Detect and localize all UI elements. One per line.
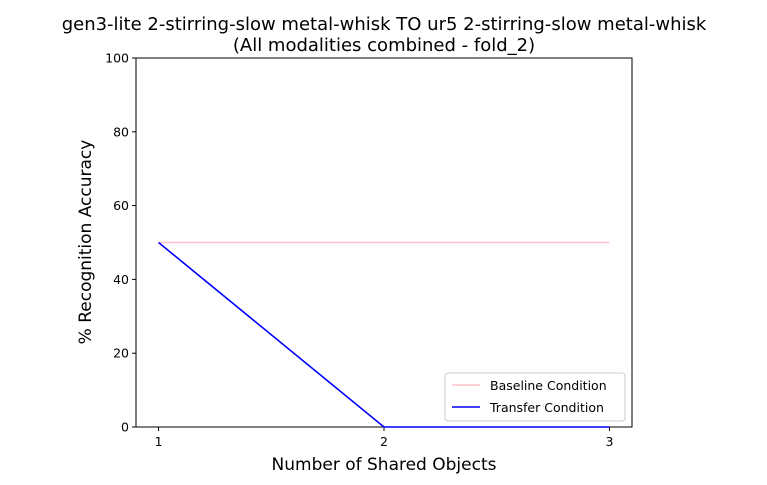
- x-tick-label: 1: [155, 434, 163, 449]
- y-tick-label: 80: [113, 124, 129, 139]
- x-axis-label: Number of Shared Objects: [272, 455, 497, 475]
- y-tick-label: 40: [113, 272, 129, 287]
- x-axis-ticks: 1 2 3: [155, 427, 613, 449]
- x-tick-label: 2: [380, 434, 388, 449]
- x-tick-label: 3: [605, 434, 613, 449]
- legend-label-baseline: Baseline Condition: [490, 378, 607, 393]
- y-tick-label: 20: [113, 346, 129, 361]
- legend-box: [444, 372, 626, 422]
- chart-subtitle: (All modalities combined - fold_2): [233, 35, 535, 56]
- legend-label-transfer: Transfer Condition: [489, 400, 604, 415]
- series-lines: [158, 241, 610, 428]
- chart-title: gen3-lite 2-stirring-slow metal-whisk TO…: [62, 14, 707, 35]
- y-tick-label: 100: [105, 51, 129, 66]
- legend: Baseline Condition Transfer Condition: [444, 372, 626, 422]
- y-axis-ticks: 0 20 40 60 80 100: [105, 51, 136, 435]
- y-tick-label: 0: [121, 420, 129, 435]
- y-tick-label: 60: [113, 198, 129, 213]
- series-line-transfer: [158, 241, 610, 428]
- y-axis-label: % Recognition Accuracy: [76, 140, 96, 345]
